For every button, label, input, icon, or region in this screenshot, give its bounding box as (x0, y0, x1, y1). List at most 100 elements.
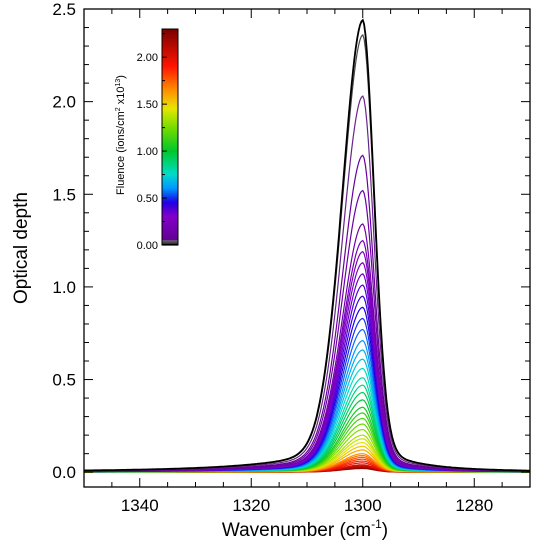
spectrum-line-6 (84, 239, 530, 472)
colorbar-segment (162, 132, 178, 135)
colorbar-segment (162, 77, 178, 81)
colorbar-segment (162, 75, 178, 79)
colorbar-segment (162, 70, 178, 73)
colorbar-segment (162, 122, 178, 126)
colorbar-segment (162, 44, 178, 47)
colorbar-segment (162, 30, 178, 34)
colorbar-segment (162, 235, 178, 239)
colorbar-segment (162, 90, 178, 94)
spectrum-line-4 (84, 189, 530, 472)
colorbar-segment (162, 207, 178, 210)
colorbar-segment (162, 214, 178, 218)
colorbar-frame (161, 28, 179, 246)
colorbar-segment (162, 55, 178, 58)
colorbar-segment (162, 85, 178, 88)
spectrum-line-8 (84, 262, 531, 473)
colorbar-segment (162, 74, 178, 77)
y-tick-label: 0.0 (52, 463, 76, 482)
colorbar-segment (162, 229, 178, 233)
colorbar-segment (162, 218, 178, 222)
colorbar-segment (162, 166, 178, 169)
colorbar-segment (162, 186, 178, 190)
colorbar-segment (162, 92, 178, 96)
colorbar-segment (162, 241, 178, 244)
colorbar-segment (162, 151, 178, 154)
colorbar-segment (162, 60, 178, 64)
y-tick-label: 1.0 (52, 278, 76, 297)
colorbar-segment (162, 228, 178, 231)
colorbar-segment (162, 183, 178, 186)
colorbar-segment (162, 177, 178, 180)
spectrum-line-5 (84, 223, 530, 472)
colorbar-segment (162, 100, 178, 103)
colorbar-segment (162, 209, 178, 212)
colorbar-tick-label: 0.00 (137, 240, 158, 252)
colorbar-segment (162, 167, 178, 171)
colorbar-segment (162, 139, 178, 143)
colorbar-segment (162, 231, 178, 235)
x-tick-label: 1300 (344, 496, 382, 515)
colorbar-segment (162, 34, 178, 38)
colorbar-segment (162, 96, 178, 100)
colorbar-tick-label: 0.50 (137, 193, 158, 205)
x-axis-ticks: 1340 1320 1300 1280 (83, 9, 531, 515)
y-tick-label: 2.0 (52, 93, 76, 112)
colorbar-segment (162, 181, 178, 184)
colorbar-segment (162, 194, 178, 197)
colorbar-segment (162, 203, 178, 207)
colorbar-segment (162, 115, 178, 118)
colorbar-segment (162, 156, 178, 160)
colorbar-segment (162, 164, 178, 167)
colorbar-segment (162, 196, 178, 199)
colorbar-segment (162, 121, 178, 124)
spectrum-line-0 (83, 18, 530, 472)
colorbar-segment (162, 179, 178, 182)
colorbar-segment (162, 224, 178, 227)
colorbar-segment (162, 171, 178, 175)
colorbar-segment (162, 192, 178, 195)
spectrum-line-7 (84, 250, 530, 472)
colorbar-segment (162, 62, 178, 66)
colorbar-segment (162, 81, 178, 85)
y-tick-label: 1.5 (52, 185, 76, 204)
x-axis-label: Wavenumber (cm-1) (222, 517, 388, 541)
colorbar-segment (162, 198, 178, 201)
colorbar-tick-label: 2.00 (137, 52, 158, 64)
y-axis-label: Optical depth (11, 192, 32, 304)
colorbar-segment (162, 45, 178, 49)
colorbar-segment (162, 233, 178, 237)
colorbar-segment (162, 102, 178, 105)
colorbar-title: Fluence (ions/cm2 x1013) (115, 75, 127, 195)
colorbar-segment (162, 237, 178, 240)
colorbar-segment (162, 162, 178, 165)
colorbar-segment (162, 42, 178, 45)
colorbar-segment (162, 109, 178, 113)
colorbar-segment (162, 124, 178, 128)
colorbar-segment (162, 32, 178, 36)
colorbar-tick-label: 1.50 (137, 99, 158, 111)
colorbar-segment (162, 57, 178, 60)
colorbar-segment (162, 137, 178, 141)
colorbar-segment (162, 36, 178, 39)
colorbar-segment (162, 113, 178, 116)
colorbar-segment (162, 83, 178, 86)
x-tick-label: 1280 (455, 496, 493, 515)
colorbar-segment (162, 141, 178, 145)
spectrum-line-14 (84, 328, 530, 473)
x-tick-label: 1340 (121, 496, 159, 515)
colorbar-segment (162, 59, 178, 62)
colorbar-segment (162, 213, 178, 216)
colorbar-segment (162, 222, 178, 225)
colorbar-segment (162, 149, 178, 152)
colorbar-segment (162, 154, 178, 158)
colorbar-segment (162, 173, 178, 177)
colorbar-segment (162, 126, 178, 130)
colorbar-segment (162, 188, 178, 192)
colorbar-segment (162, 175, 178, 178)
colorbar-segment (162, 49, 178, 53)
colorbar: 0.00 0.50 1.00 1.50 2.00 (137, 28, 179, 252)
y-tick-label: 0.5 (52, 371, 76, 390)
colorbar-segment (162, 220, 178, 224)
colorbar-segment (162, 119, 178, 122)
